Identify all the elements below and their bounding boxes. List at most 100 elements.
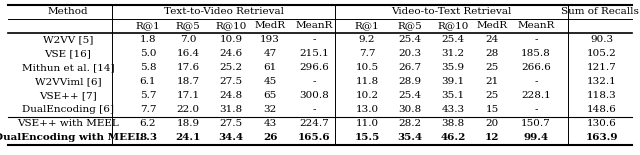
Text: 10.9: 10.9: [220, 35, 243, 44]
Text: Sum of Recalls: Sum of Recalls: [561, 7, 639, 16]
Text: 300.8: 300.8: [299, 91, 329, 100]
Text: 6.2: 6.2: [140, 120, 156, 128]
Text: 105.2: 105.2: [587, 49, 617, 58]
Text: Method: Method: [48, 7, 88, 16]
Text: Video-to-Text Retrieval: Video-to-Text Retrieval: [391, 7, 512, 16]
Text: 11.8: 11.8: [355, 78, 379, 86]
Text: 228.1: 228.1: [521, 91, 551, 100]
Text: 65: 65: [264, 91, 276, 100]
Text: 5.7: 5.7: [140, 91, 156, 100]
Text: 31.8: 31.8: [220, 106, 243, 115]
Text: R@10: R@10: [437, 22, 468, 31]
Text: 30.8: 30.8: [399, 106, 422, 115]
Text: 35.4: 35.4: [397, 133, 422, 142]
Text: 12: 12: [484, 133, 499, 142]
Text: 31.2: 31.2: [442, 49, 465, 58]
Text: 24.8: 24.8: [220, 91, 243, 100]
Text: 148.6: 148.6: [587, 106, 617, 115]
Text: 45: 45: [264, 78, 276, 86]
Text: MedR: MedR: [255, 22, 285, 31]
Text: 15: 15: [485, 106, 499, 115]
Text: 28: 28: [485, 49, 499, 58]
Text: R@5: R@5: [175, 22, 200, 31]
Text: 21: 21: [485, 78, 499, 86]
Text: 9.2: 9.2: [359, 35, 375, 44]
Text: 17.6: 17.6: [177, 64, 200, 73]
Text: 224.7: 224.7: [299, 120, 329, 128]
Text: 25.4: 25.4: [442, 35, 465, 44]
Text: MeanR: MeanR: [295, 22, 333, 31]
Text: R@1: R@1: [136, 22, 161, 31]
Text: 43: 43: [264, 120, 276, 128]
Text: R@5: R@5: [397, 22, 422, 31]
Text: 10.5: 10.5: [355, 64, 379, 73]
Text: 99.4: 99.4: [524, 133, 548, 142]
Text: 18.7: 18.7: [177, 78, 200, 86]
Text: 215.1: 215.1: [299, 49, 329, 58]
Text: R@1: R@1: [355, 22, 380, 31]
Text: MeanR: MeanR: [517, 22, 555, 31]
Text: W2VViml [6]: W2VViml [6]: [35, 78, 101, 86]
Text: -: -: [312, 35, 316, 44]
Text: 7.7: 7.7: [359, 49, 375, 58]
Text: 20.3: 20.3: [399, 49, 422, 58]
Text: 20: 20: [485, 120, 499, 128]
Text: 5.0: 5.0: [140, 49, 156, 58]
Text: 46.2: 46.2: [440, 133, 466, 142]
Text: 8.3: 8.3: [139, 133, 157, 142]
Text: -: -: [312, 106, 316, 115]
Text: 24: 24: [485, 35, 499, 44]
Text: 7.0: 7.0: [180, 35, 196, 44]
Text: 13.0: 13.0: [355, 106, 379, 115]
Text: R@10: R@10: [215, 22, 246, 31]
Text: 25.4: 25.4: [399, 35, 422, 44]
Text: Text-to-Video Retrieval: Text-to-Video Retrieval: [163, 7, 284, 16]
Text: 28.2: 28.2: [399, 120, 422, 128]
Text: 25: 25: [485, 91, 499, 100]
Text: 6.1: 6.1: [140, 78, 156, 86]
Text: -: -: [534, 35, 538, 44]
Text: 25.4: 25.4: [399, 91, 422, 100]
Text: 39.1: 39.1: [442, 78, 465, 86]
Text: 165.6: 165.6: [298, 133, 330, 142]
Text: 132.1: 132.1: [587, 78, 617, 86]
Text: -: -: [534, 106, 538, 115]
Text: 26: 26: [263, 133, 277, 142]
Text: VSE [16]: VSE [16]: [45, 49, 92, 58]
Text: W2VV [5]: W2VV [5]: [43, 35, 93, 44]
Text: 130.6: 130.6: [587, 120, 617, 128]
Text: 1.8: 1.8: [140, 35, 156, 44]
Text: 10.2: 10.2: [355, 91, 379, 100]
Text: 38.8: 38.8: [442, 120, 465, 128]
Text: 26.7: 26.7: [399, 64, 422, 73]
Text: VSE++ with MEEL: VSE++ with MEEL: [17, 120, 119, 128]
Text: 266.6: 266.6: [521, 64, 551, 73]
Text: 121.7: 121.7: [587, 64, 617, 73]
Text: 28.9: 28.9: [399, 78, 422, 86]
Text: 22.0: 22.0: [177, 106, 200, 115]
Text: 24.6: 24.6: [220, 49, 243, 58]
Text: Mithun et al. [14]: Mithun et al. [14]: [22, 64, 115, 73]
Text: 32: 32: [264, 106, 276, 115]
Text: 18.9: 18.9: [177, 120, 200, 128]
Text: 27.5: 27.5: [220, 120, 243, 128]
Text: 34.4: 34.4: [218, 133, 244, 142]
Text: 11.0: 11.0: [355, 120, 379, 128]
Text: 163.9: 163.9: [586, 133, 618, 142]
Text: DualEncoding [6]: DualEncoding [6]: [22, 106, 114, 115]
Text: 61: 61: [264, 64, 276, 73]
Text: 35.1: 35.1: [442, 91, 465, 100]
Text: 193: 193: [260, 35, 280, 44]
Text: 43.3: 43.3: [442, 106, 465, 115]
Text: 27.5: 27.5: [220, 78, 243, 86]
Text: 35.9: 35.9: [442, 64, 465, 73]
Text: 16.4: 16.4: [177, 49, 200, 58]
Text: VSE++ [7]: VSE++ [7]: [39, 91, 97, 100]
Text: MedR: MedR: [476, 22, 508, 31]
Text: 296.6: 296.6: [299, 64, 329, 73]
Text: 25.2: 25.2: [220, 64, 243, 73]
Text: 5.8: 5.8: [140, 64, 156, 73]
Text: 185.8: 185.8: [521, 49, 551, 58]
Text: -: -: [534, 78, 538, 86]
Text: 24.1: 24.1: [175, 133, 201, 142]
